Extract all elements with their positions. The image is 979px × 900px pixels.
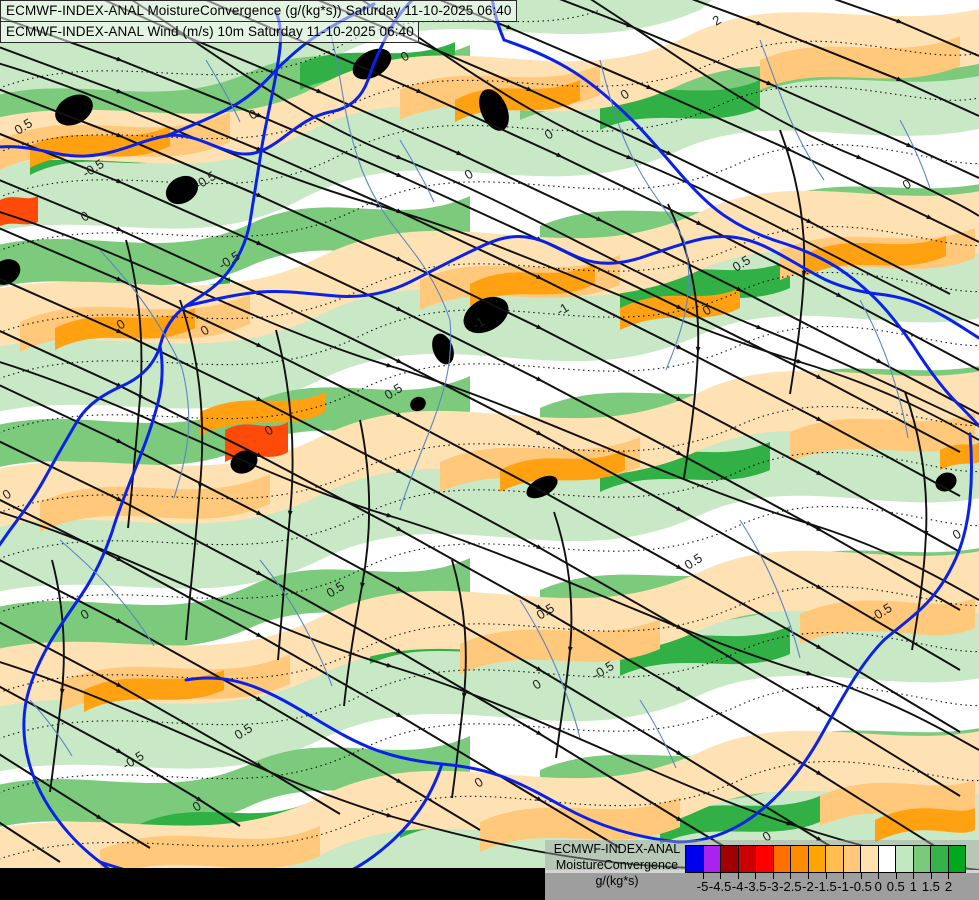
colorbar-tick-label: -5 bbox=[696, 879, 709, 894]
colorbar-tick-mark bbox=[807, 873, 809, 879]
colorbar-tick-label: -2 bbox=[802, 879, 814, 894]
colorbar-ticks: -5 -4.5 -4 -3.5 -3 -2.5 -2 -1.5 -1 -0.5 0 0.5 1 1.5 2 bbox=[685, 873, 966, 900]
colorbar-cell-orange-red bbox=[773, 846, 791, 872]
colorbar-tick-label: -4.5 bbox=[708, 879, 732, 894]
legend-panel-bottom bbox=[545, 873, 979, 900]
colorbar-tick-mark bbox=[702, 873, 704, 879]
colorbar-tick-label: 0 bbox=[874, 879, 882, 894]
colorbar-tick-label: -1 bbox=[837, 879, 849, 894]
colorbar-cell-magenta bbox=[703, 846, 721, 872]
colorbar-tick-label: -2.5 bbox=[779, 879, 802, 894]
colorbar-tick-mark bbox=[772, 873, 774, 879]
colorbar-tick-mark bbox=[860, 873, 862, 879]
map-bottom-black-band bbox=[0, 868, 545, 900]
colorbar-cell-dark-red bbox=[721, 846, 739, 872]
legend-model-name: ECMWF-INDEX-ANAL bbox=[553, 842, 681, 856]
colorbar-cell-amber bbox=[808, 846, 826, 872]
colorbar-tick-mark bbox=[930, 873, 932, 879]
colorbar-tick-mark bbox=[790, 873, 792, 879]
colorbar-tick-mark bbox=[755, 873, 757, 879]
colorbar-cell-blue bbox=[686, 846, 704, 872]
colorbar-tick-mark bbox=[913, 873, 915, 879]
header-label-wind: ECMWF-INDEX-ANAL Wind (m/s) 10m Saturday… bbox=[0, 21, 419, 43]
colorbar-tick-mark bbox=[737, 873, 739, 879]
colorbar-cell-dark-green bbox=[948, 846, 965, 872]
colorbar-tick-label: 0.5 bbox=[886, 879, 905, 894]
colorbar-tick-mark bbox=[878, 873, 880, 879]
colorbar-tick-label: -0.5 bbox=[849, 879, 872, 894]
colorbar-tick-label: 2 bbox=[944, 879, 953, 894]
colorbar-tick-label: -4 bbox=[731, 879, 744, 894]
colorbar-tick-label: -1.5 bbox=[814, 879, 837, 894]
colorbar-cell-green bbox=[931, 846, 949, 872]
colorbar-cell-red bbox=[738, 846, 756, 872]
colorbar-tick-label: -3 bbox=[767, 879, 779, 894]
colorbar-tick-label: 1 bbox=[909, 879, 917, 894]
colorbar-cell-light-orange bbox=[826, 846, 844, 872]
colorbar-tick-label: 1.5 bbox=[921, 879, 940, 894]
legend-variable-name: MoistureConvergence bbox=[555, 858, 679, 872]
colorbar-cell-white bbox=[878, 846, 896, 872]
legend-units: g/(kg*s) bbox=[595, 874, 639, 888]
colorbar-cell-pale-orange bbox=[843, 846, 861, 872]
colorbar-tick-mark bbox=[948, 873, 950, 879]
colorbar-legend: ECMWF-INDEX-ANAL MoistureConvergence g/(… bbox=[545, 840, 979, 900]
colorbar-tick-mark bbox=[895, 873, 897, 879]
colorbar-tick-mark bbox=[843, 873, 845, 879]
colorbar-cell-pale-peach bbox=[861, 846, 879, 872]
colorbar-tick-mark bbox=[720, 873, 722, 879]
colorbar-swatches bbox=[685, 845, 966, 873]
colorbar-tick-label: -3.5 bbox=[744, 879, 767, 894]
colorbar-cell-orange bbox=[791, 846, 809, 872]
header-label-moisture-convergence: ECMWF-INDEX-ANAL MoistureConvergence (g/… bbox=[0, 0, 517, 22]
colorbar-tick-mark bbox=[825, 873, 827, 879]
colorbar-cell-medium-green bbox=[913, 846, 931, 872]
legend-text-block: ECMWF-INDEX-ANAL MoistureConvergence g/(… bbox=[547, 841, 687, 889]
colorbar-cell-bright-red bbox=[756, 846, 774, 872]
colorbar-cell-pale-green bbox=[896, 846, 914, 872]
